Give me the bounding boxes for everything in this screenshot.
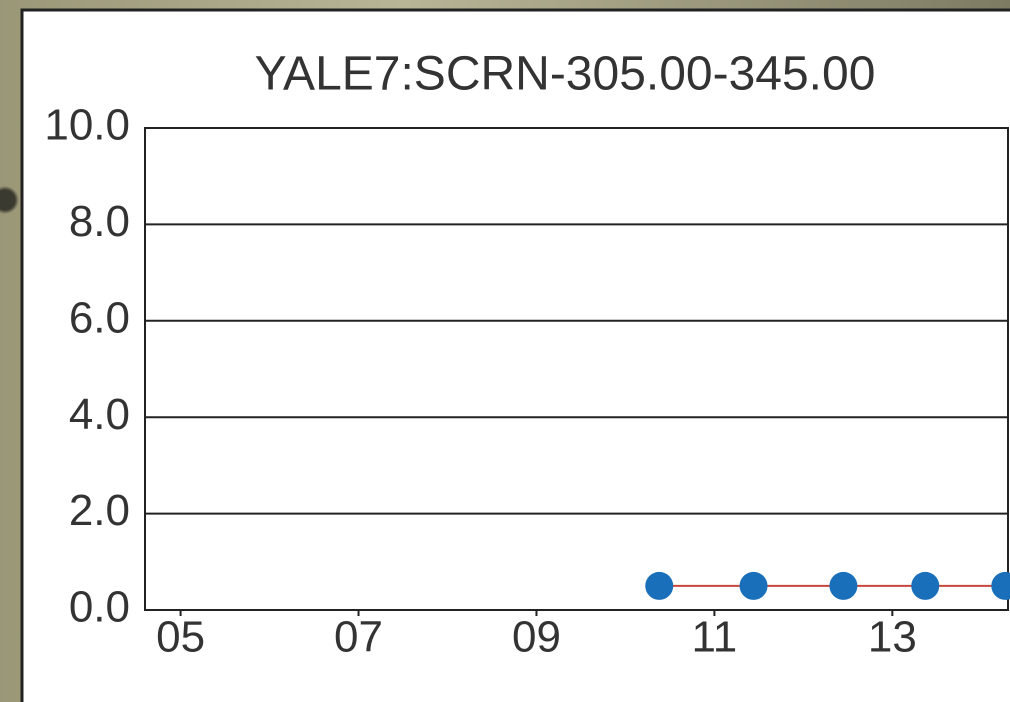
- y-tick-label: 6.0: [69, 293, 130, 342]
- x-tick-label: 05: [156, 613, 205, 662]
- x-tick-label: 07: [334, 613, 383, 662]
- data-point: [645, 572, 673, 600]
- data-point: [740, 572, 768, 600]
- data-point: [829, 572, 857, 600]
- chart: YALE7:SCRN-305.00-345.00 0.0 2.0 4.0 6.0 8.0…: [0, 0, 1010, 702]
- y-tick-label: 2.0: [69, 486, 130, 535]
- y-tick-label: 8.0: [69, 197, 130, 246]
- y-tick-label: 0.0: [69, 583, 130, 632]
- x-tick-label: 13: [868, 613, 917, 662]
- plot-area: [145, 128, 1008, 610]
- x-tick-label: 09: [512, 613, 561, 662]
- page: YALE7:SCRN-305.00-345.00 0.0 2.0 4.0 6.0 8.0…: [0, 0, 1010, 702]
- x-tick-label: 11: [692, 613, 738, 662]
- data-point: [911, 572, 939, 600]
- y-tick-label: 10.0: [44, 101, 130, 150]
- chart-title: YALE7:SCRN-305.00-345.00: [255, 48, 876, 101]
- y-tick-label: 4.0: [69, 390, 130, 439]
